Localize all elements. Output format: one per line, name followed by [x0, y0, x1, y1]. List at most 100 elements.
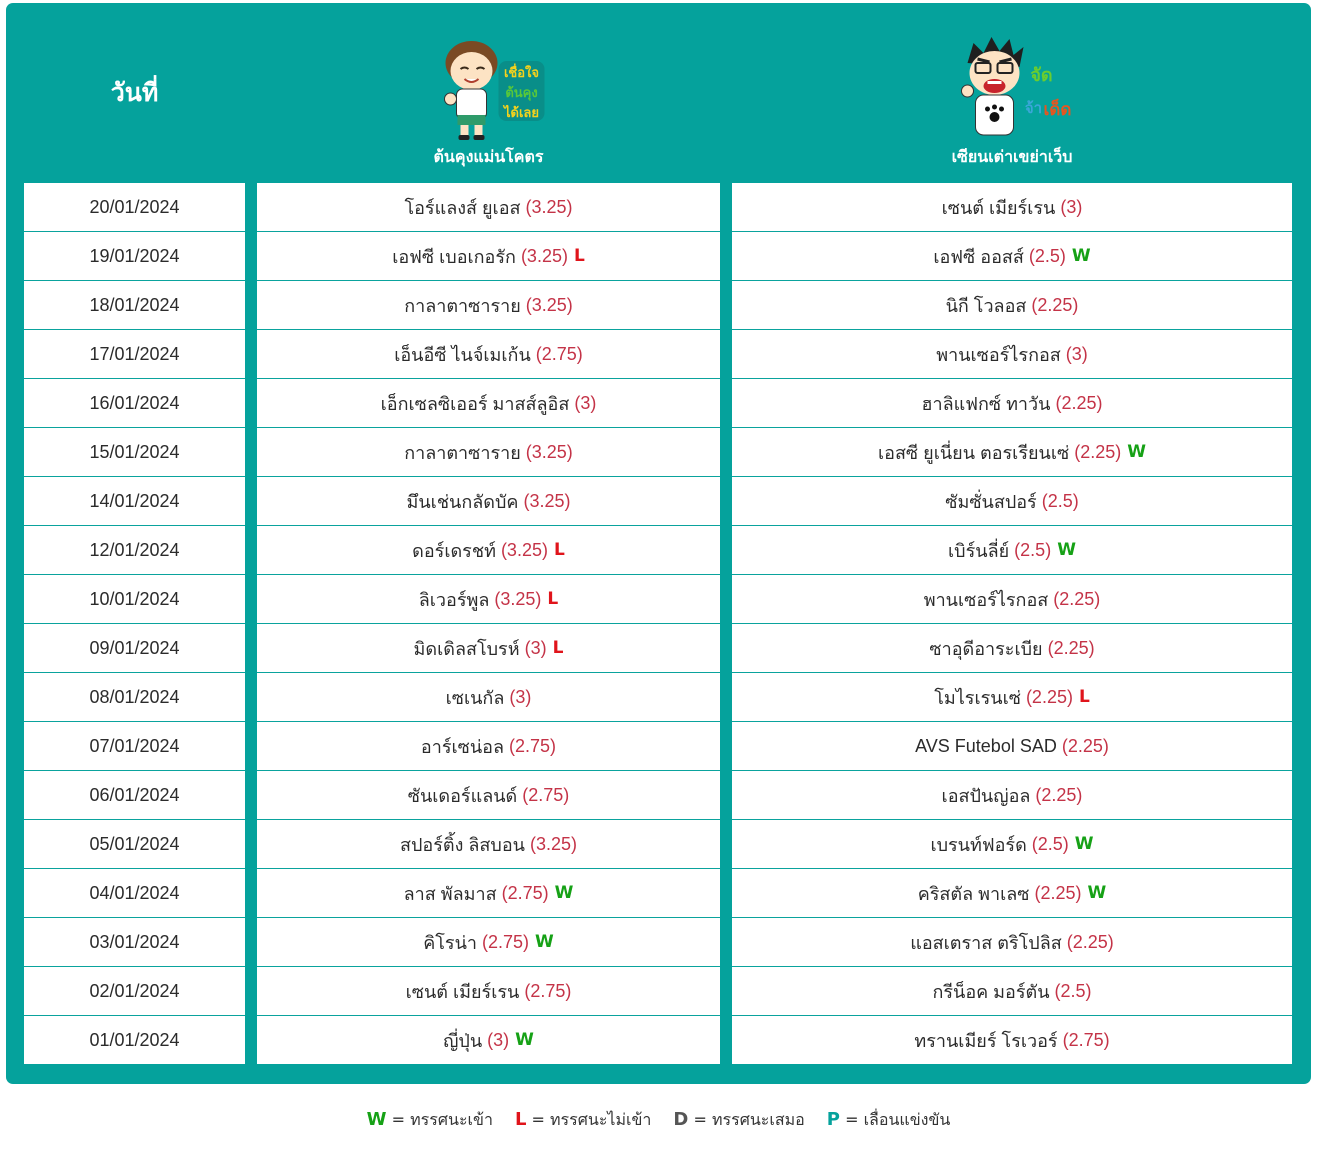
tip-cell: ลาส พัลมาส (2.75) W: [257, 869, 720, 918]
handicap-odds: (2.25): [1031, 294, 1079, 315]
team-name: พานเซอร์ไรกอส: [923, 589, 1049, 610]
tip-cell: ซันเดอร์แลนด์ (2.75): [257, 771, 720, 820]
handicap-odds: (2.75): [509, 735, 557, 756]
tip-cell: นิกี โวลอส (2.25): [732, 281, 1292, 330]
tip-cell: เซนต์ เมียร์เรน (3): [732, 183, 1292, 232]
legend-text: = ทรรศนะเสมอ: [693, 1110, 805, 1129]
tipster-b-header: จัด จ้า เด็ด เซียนเต่าเขย่าเว็บ: [732, 3, 1292, 183]
tip-cell: เอฟซี เบอเกอรัก (3.25) L: [257, 232, 720, 281]
sticker-text-2: ต้นคุง: [505, 85, 537, 101]
team-name: ลิเวอร์พูล: [418, 589, 490, 610]
tip-cell: ซาอุดีอาระเบีย (2.25): [732, 624, 1292, 673]
tip-cell: กาลาตาซาราย (3.25): [257, 428, 720, 477]
team-name: คริสตัล พาเลซ: [917, 883, 1030, 904]
handicap-odds: (2.5): [1041, 490, 1079, 511]
tip-cell: เซนต์ เมียร์เรน (2.75): [257, 967, 720, 1016]
team-name: แอสเตราส ตริโปลิส: [910, 932, 1062, 953]
tip-cell: ดอร์เดรชท์ (3.25) L: [257, 526, 720, 575]
team-name: AVS Futebol SAD: [915, 735, 1057, 756]
handicap-odds: (2.75): [482, 931, 530, 952]
handicap-odds: (3): [524, 637, 547, 658]
team-name: เซเนกัล: [445, 687, 505, 708]
team-name: เอฟซี ออสส์: [933, 246, 1024, 267]
tip-cell: ซัมซั่นสปอร์ (2.5): [732, 477, 1292, 526]
handicap-odds: (3.25): [494, 588, 542, 609]
handicap-odds: (2.5): [1014, 539, 1052, 560]
tip-cell: มึนเช่นกลัดบัค (3.25): [257, 477, 720, 526]
legend-item: P = เลื่อนแข่งขัน: [827, 1108, 951, 1133]
handicap-odds: (3.25): [525, 294, 573, 315]
tipster-b-name: เซียนเต่าเขย่าเว็บ: [951, 147, 1073, 166]
handicap-odds: (2.25): [1055, 392, 1103, 413]
handicap-odds: (3.25): [523, 490, 571, 511]
handicap-odds: (3): [1060, 196, 1083, 217]
handicap-odds: (2.25): [1074, 441, 1122, 462]
date-cell: 09/01/2024: [24, 624, 245, 673]
result-badge: W: [515, 1030, 534, 1050]
handicap-odds: (3): [487, 1029, 510, 1050]
result-badge: L: [552, 638, 564, 658]
team-name: เอสซี ยูเนี่ยน ตอรเรียนเซ่: [877, 442, 1070, 463]
tip-cell: เอฟซี ออสส์ (2.5) W: [732, 232, 1292, 281]
date-cell: 04/01/2024: [24, 869, 245, 918]
legend-key: D: [673, 1109, 689, 1130]
date-cell: 03/01/2024: [24, 918, 245, 967]
team-name: คิโรน่า: [423, 932, 477, 953]
result-badge: L: [1078, 687, 1090, 707]
tip-cell: พานเซอร์ไรกอส (2.25): [732, 575, 1292, 624]
team-name: กรีน็อค มอร์ตัน: [932, 981, 1050, 1002]
tip-cell: AVS Futebol SAD (2.25): [732, 722, 1292, 771]
tip-cell: แอสเตราส ตริโปลิส (2.25): [732, 918, 1292, 967]
result-badge: W: [1127, 442, 1147, 462]
legend-key: P: [826, 1109, 840, 1130]
date-cell: 20/01/2024: [24, 183, 245, 232]
handicap-odds: (3): [574, 392, 597, 413]
handicap-odds: (3.25): [500, 539, 548, 560]
handicap-odds: (3.25): [520, 245, 568, 266]
tip-cell: เบรนท์ฟอร์ด (2.5) W: [732, 820, 1292, 869]
team-name: กาลาตาซาราย: [404, 295, 521, 316]
team-name: ดอร์เดรชท์: [412, 540, 496, 561]
team-name: ทรานเมียร์ โรเวอร์: [914, 1030, 1058, 1051]
team-name: เบิร์นลี่ย์: [948, 540, 1010, 561]
sticker-text-1: เชื่อใจ: [503, 63, 538, 81]
handicap-odds: (2.75): [524, 980, 572, 1001]
date-cell: 14/01/2024: [24, 477, 245, 526]
team-name: มิดเดิลสโบรห์: [413, 638, 520, 659]
handicap-odds: (2.25): [1047, 637, 1095, 658]
team-name: พานเซอร์ไรกอส: [936, 344, 1061, 365]
tip-cell: คริสตัล พาเลซ (2.25) W: [732, 869, 1292, 918]
handicap-odds: (2.75): [1062, 1029, 1110, 1050]
date-cell: 16/01/2024: [24, 379, 245, 428]
tip-cell: กรีน็อค มอร์ตัน (2.5): [732, 967, 1292, 1016]
legend-key: W: [366, 1109, 387, 1130]
tip-cell: ญี่ปุ่น (3) W: [257, 1016, 720, 1064]
result-legend: W = ทรรศนะเข้า L = ทรรศนะไม่เข้า D = ทรรศน…: [0, 1108, 1317, 1133]
date-cell: 05/01/2024: [24, 820, 245, 869]
team-name: นิกี โวลอส: [945, 295, 1027, 316]
date-cell: 17/01/2024: [24, 330, 245, 379]
team-name: สปอร์ติ้ง ลิสบอน: [400, 834, 525, 855]
tip-cell: เซเนกัล (3): [257, 673, 720, 722]
team-name: เบรนท์ฟอร์ด: [930, 834, 1027, 855]
date-cell: 10/01/2024: [24, 575, 245, 624]
legend-text: = เลื่อนแข่งขัน: [845, 1110, 951, 1129]
tipster-a-header: เชื่อใจ ต้นคุง ได้เลย ต้นคุงแม่นโคตร: [257, 3, 720, 183]
sticker-text-3: เด็ด: [1044, 97, 1072, 120]
tipster-b-column: เซนต์ เมียร์เรน (3) เอฟซี ออสส์ (2.5) W นิกี …: [732, 183, 1292, 1064]
team-name: มึนเช่นกลัดบัค: [406, 491, 519, 512]
tip-cell: พานเซอร์ไรกอส (3): [732, 330, 1292, 379]
tip-cell: โมไรเรนเซ่ (2.25) L: [732, 673, 1292, 722]
team-name: เอ็นอีซี ไนจ์เมเก้น: [394, 344, 531, 365]
handicap-odds: (2.25): [1025, 686, 1073, 707]
date-cell: 18/01/2024: [24, 281, 245, 330]
handicap-odds: (2.5): [1028, 245, 1066, 266]
handicap-odds: (2.25): [1061, 735, 1109, 756]
handicap-odds: (2.75): [535, 343, 583, 364]
tip-cell: อาร์เซน่อล (2.75): [257, 722, 720, 771]
date-cell: 06/01/2024: [24, 771, 245, 820]
date-column-header: วันที่: [110, 78, 159, 107]
legend-item: D = ทรรศนะเสมอ: [673, 1108, 804, 1133]
handicap-odds: (2.5): [1031, 833, 1069, 854]
team-name: ฮาลิแฟกซ์ ทาวัน: [921, 393, 1051, 414]
